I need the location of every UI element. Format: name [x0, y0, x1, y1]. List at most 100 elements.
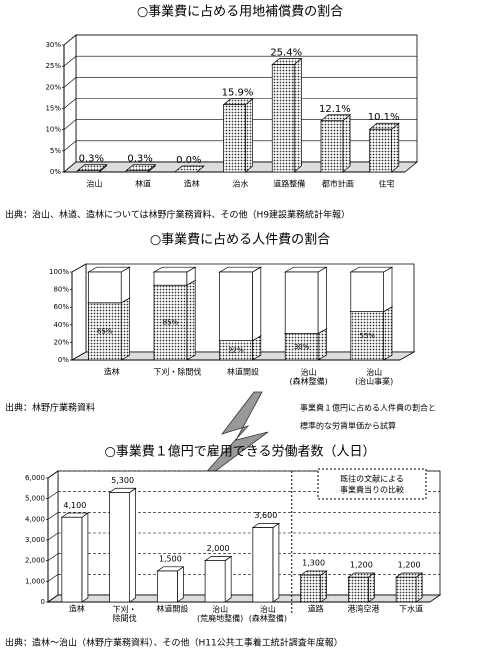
- value-label: 12.1%: [319, 104, 351, 115]
- y-tick-label: 20%: [53, 338, 69, 346]
- x-tick-label: 下水道: [399, 604, 423, 614]
- grid-line-side: [47, 594, 59, 603]
- bar-side: [186, 279, 196, 361]
- x-tick-label: 都市計画: [322, 179, 354, 189]
- value-label: 15.9%: [222, 88, 254, 99]
- bar: [77, 170, 100, 173]
- y-tick-label: 80%: [53, 286, 69, 294]
- y-tick-label: 15%: [45, 105, 61, 113]
- bar-side: [368, 572, 375, 603]
- grid-line-side: [47, 532, 59, 541]
- side-wall: [71, 263, 87, 361]
- bar-segment: [350, 271, 384, 312]
- chart-title: ○事業費１億円で雇用できる労働者数（人日）: [104, 444, 375, 460]
- bar-side: [293, 57, 302, 173]
- value-label: 0.0%: [176, 155, 201, 166]
- x-tick-label: 治山(森林整備): [249, 604, 287, 623]
- y-tick-label: 25%: [45, 62, 61, 70]
- grid-line-side: [63, 140, 77, 152]
- bar: [369, 128, 392, 173]
- x-tick-label: 治山(森林整備): [289, 367, 327, 386]
- chart-title: ○事業費に占める用地補償費の割合: [137, 4, 343, 20]
- value-label: 1,500: [159, 555, 182, 564]
- grid-line-side: [63, 161, 77, 173]
- value-label: 0.3%: [127, 154, 152, 165]
- y-tick-label: 20%: [45, 83, 61, 91]
- x-tick-label: 治山: [86, 179, 102, 189]
- bar: [300, 574, 322, 603]
- x-tick-label: 造林: [104, 367, 120, 377]
- bar-side: [383, 306, 393, 361]
- x-tick-label: 造林: [184, 179, 200, 189]
- y-tick-label: 3,000: [25, 536, 45, 544]
- y-tick-label: 30%: [45, 41, 61, 49]
- grid-line-side: [47, 512, 59, 520]
- x-tick-label: 林道開設: [156, 604, 188, 614]
- y-tick-label: 60%: [53, 303, 69, 311]
- value-label: 2,000: [207, 544, 230, 553]
- y-tick-label: 10%: [45, 126, 61, 134]
- lightning-arrow: [189, 391, 269, 491]
- bar-side: [317, 266, 327, 335]
- x-tick-label: 下刈・除間伐: [153, 367, 201, 377]
- bar-side: [120, 266, 130, 304]
- bar-segment: [88, 302, 122, 361]
- value-label: 5,300: [111, 476, 134, 485]
- bar: [252, 527, 274, 603]
- value-label: 3,600: [254, 511, 277, 520]
- bar-segment: [88, 271, 122, 304]
- bar-side: [81, 512, 89, 603]
- y-tick-label: 2,000: [25, 557, 45, 565]
- bar: [395, 576, 417, 603]
- annotation: 既往の文献による: [340, 474, 404, 484]
- bar-segment: [350, 311, 384, 361]
- source: 出典：治山、林道、造林については林野庁業務資料、その他（H9建設業務統計年報）: [5, 209, 350, 221]
- grid-line-side: [63, 34, 77, 46]
- x-tick-label: 住宅: [379, 179, 395, 189]
- bar-segment: [284, 271, 319, 334]
- bar: [204, 560, 226, 603]
- grid-line-side: [63, 119, 77, 130]
- grid-line-side: [47, 553, 59, 561]
- bar-side: [224, 555, 232, 603]
- bar-side: [129, 487, 137, 603]
- bar-side: [383, 266, 393, 313]
- bar-segment: [153, 271, 188, 286]
- annotation-box: [317, 468, 427, 500]
- bar-side: [272, 522, 280, 603]
- y-tick-label: 100%: [49, 268, 69, 276]
- bar: [271, 64, 295, 173]
- bar: [156, 570, 178, 603]
- bar: [320, 120, 344, 173]
- bar-side: [320, 570, 328, 603]
- grid-line-side: [63, 98, 77, 109]
- floor: [46, 594, 442, 603]
- bar: [347, 576, 369, 603]
- value-label: 30%: [294, 343, 310, 351]
- source: 出典：林野庁業務資料: [5, 402, 95, 414]
- bar-side: [177, 566, 184, 603]
- value-label: 1,300: [302, 559, 325, 568]
- x-tick-label: 道路整備: [273, 179, 305, 189]
- note: 事業費１億円に占める人件費の割合と: [300, 403, 436, 413]
- value-label: 85%: [163, 319, 179, 327]
- bar: [125, 170, 149, 173]
- value-label: 10.1%: [368, 112, 400, 123]
- x-tick-label: 治水: [233, 179, 249, 189]
- value-label: 65%: [97, 327, 113, 335]
- x-tick-label: 道路: [308, 604, 324, 614]
- x-tick-label: 林道開設: [227, 367, 259, 377]
- y-tick-label: 0: [41, 598, 45, 606]
- y-tick-label: 5%: [50, 147, 61, 155]
- y-tick-label: 0%: [58, 356, 69, 364]
- value-label: 25.4%: [270, 47, 302, 58]
- annotation: 事業費当りの比較: [340, 485, 404, 495]
- y-tick-label: 0%: [50, 168, 61, 176]
- bar: [61, 516, 83, 603]
- bar-side: [317, 328, 327, 361]
- bar-side: [391, 122, 400, 173]
- y-tick-label: 4,000: [25, 515, 45, 523]
- bar-side: [252, 266, 262, 342]
- bar-side: [245, 97, 254, 173]
